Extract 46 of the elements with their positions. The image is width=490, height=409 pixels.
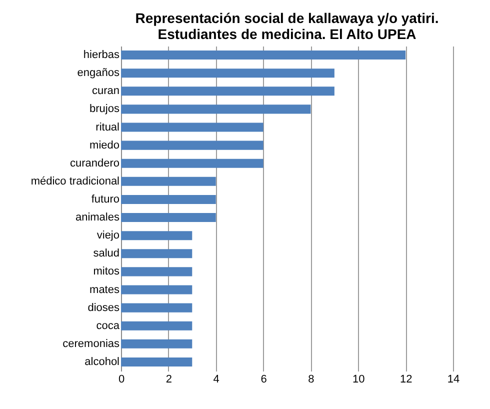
x-tick-label: 8 (308, 374, 314, 386)
text: Representación social de kallawaya y/o yatiri. (135, 10, 439, 26)
x-tick-label: 4 (213, 374, 220, 386)
bar (121, 321, 192, 330)
y-tick-label: engaños (77, 67, 120, 80)
y-tick-label: salud (93, 248, 120, 260)
bar (121, 285, 192, 294)
bar (121, 267, 192, 276)
bar (121, 50, 406, 60)
y-tick-label: coca (96, 320, 120, 332)
y-tick-label: curandero (70, 157, 120, 170)
x-tick-label: 2 (166, 374, 172, 386)
bar (121, 194, 216, 204)
bar (121, 122, 264, 132)
y-tick-label: hierbas (83, 49, 120, 62)
bar (121, 140, 264, 150)
bar (121, 339, 192, 348)
bar (121, 249, 192, 258)
bar (121, 231, 192, 240)
text: Estudiantes de medicina. El Alto UPEA (158, 26, 416, 42)
bar (121, 357, 192, 366)
y-tick-label: alcohol (84, 356, 120, 368)
x-tick-label: 14 (447, 374, 460, 386)
y-tick-label: ceremonias (62, 338, 120, 350)
bar (121, 158, 264, 168)
x-tick-label: 10 (352, 374, 365, 386)
y-tick-label: animales (75, 212, 120, 224)
x-tick-label: 0 (118, 374, 125, 386)
bar (121, 68, 334, 78)
x-tick-label: 6 (260, 374, 267, 386)
bar (121, 176, 216, 186)
y-tick-label: médico tradicional (30, 175, 120, 188)
y-tick-label: ritual (96, 121, 120, 134)
y-tick-label: viejo (96, 230, 120, 242)
bar (121, 86, 334, 96)
y-tick-label: miedo (90, 139, 120, 152)
y-tick-label: futuro (91, 193, 120, 206)
y-tick-label: mates (90, 284, 120, 296)
x-tick-label: 12 (400, 374, 412, 386)
y-tick-label: curan (92, 85, 120, 98)
y-tick-label: dioses (88, 302, 120, 314)
y-tick-label: mitos (93, 266, 120, 278)
y-tick-label: brujos (90, 103, 120, 116)
bar (121, 213, 216, 222)
bar (121, 303, 192, 312)
bar (121, 104, 311, 114)
